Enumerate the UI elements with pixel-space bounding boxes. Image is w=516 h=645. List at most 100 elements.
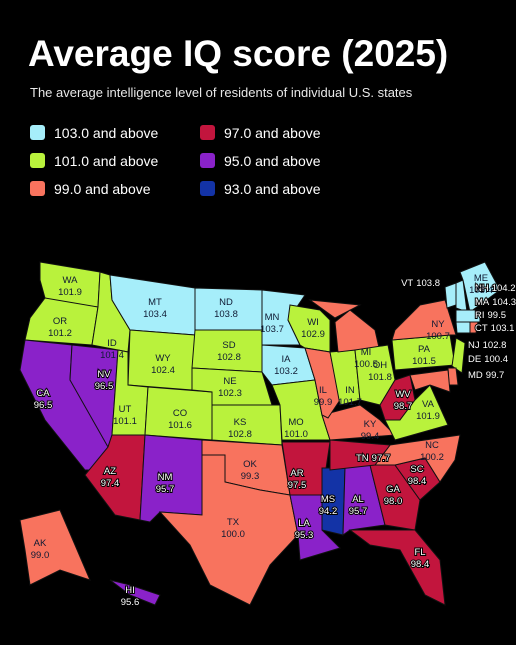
- state-label: NJ 102.8: [468, 340, 506, 351]
- state-abbr: DE: [468, 354, 481, 365]
- state-value: 101.4: [100, 350, 124, 361]
- state-shape: [409, 369, 451, 393]
- state-value: 103.7: [260, 324, 284, 335]
- state-shape: [24, 297, 99, 346]
- legend-label: 97.0 and above: [224, 125, 321, 141]
- state-value: 99.5: [488, 310, 507, 321]
- legend-swatch: [30, 125, 45, 140]
- state-abbr: TN: [356, 453, 369, 464]
- state-abbr: UT: [119, 404, 132, 415]
- state-abbr: CT: [475, 323, 488, 334]
- state-label: DE 100.4: [468, 354, 508, 365]
- state-abbr: ME: [474, 273, 488, 284]
- state-value: 102.8: [228, 429, 252, 440]
- state-value: 103.4: [143, 309, 167, 320]
- state-value: 101.1: [113, 416, 137, 427]
- state-abbr: ID: [107, 338, 117, 349]
- state-shape: [451, 337, 466, 374]
- state-shape: [109, 579, 161, 606]
- state-value: 94.2: [319, 506, 338, 517]
- state-value: 101.5: [412, 356, 436, 367]
- state-abbr: MD: [468, 370, 483, 381]
- state-abbr: NE: [223, 376, 236, 387]
- state-abbr: AK: [34, 538, 47, 549]
- state-abbr: HI: [125, 585, 135, 596]
- state-abbr: SC: [410, 464, 423, 475]
- legend-swatch: [200, 125, 215, 140]
- state-value: 103.1: [491, 323, 515, 334]
- state-abbr: AL: [352, 494, 364, 505]
- state-value: 101.9: [58, 287, 82, 298]
- state-abbr: NM: [158, 472, 173, 483]
- state-abbr: RI: [475, 310, 485, 321]
- state-value: 95.7: [156, 484, 175, 495]
- state-shape: [455, 321, 471, 334]
- state-abbr: KY: [364, 419, 377, 430]
- state-shape: [19, 509, 91, 586]
- legend-swatch: [200, 181, 215, 196]
- state-shape: [374, 434, 461, 483]
- state-value: 100.4: [484, 354, 508, 365]
- state-abbr: WA: [63, 275, 79, 286]
- state-label: VT 103.8: [401, 278, 440, 289]
- legend-label: 101.0 and above: [54, 153, 159, 169]
- state-abbr: IA: [282, 354, 292, 365]
- state-labels: WA101.9OR101.2CA96.5NV96.5ID101.4MT103.4…: [31, 273, 516, 609]
- state-value: 96.5: [95, 381, 114, 392]
- state-abbr: CA: [36, 388, 50, 399]
- legend-swatch: [200, 153, 215, 168]
- state-abbr: OK: [243, 459, 257, 470]
- state-abbr: NV: [97, 369, 111, 380]
- state-label: MA 104.3: [475, 297, 516, 308]
- state-abbr: AR: [290, 468, 303, 479]
- state-abbr: VA: [422, 399, 435, 410]
- state-value: 103.2: [274, 366, 298, 377]
- state-abbr: LA: [298, 518, 310, 529]
- state-abbr: NY: [431, 319, 445, 330]
- state-label: RI 99.5: [475, 310, 506, 321]
- state-abbr: MT: [148, 297, 162, 308]
- state-abbr: CO: [173, 408, 187, 419]
- subtitle: The average intelligence level of reside…: [30, 85, 413, 100]
- state-abbr: OH: [373, 360, 387, 371]
- state-value: 103.8: [214, 309, 238, 320]
- state-shape: [329, 439, 391, 471]
- state-value: 98.7: [394, 401, 413, 412]
- state-value: 102.3: [218, 388, 242, 399]
- state-abbr: OR: [53, 316, 67, 327]
- state-value: 100.0: [221, 529, 245, 540]
- state-value: 95.3: [295, 530, 314, 541]
- state-abbr: WI: [307, 317, 319, 328]
- state-shape: [459, 261, 501, 313]
- state-shape: [321, 404, 397, 441]
- state-value: 102.9: [301, 329, 325, 340]
- state-abbr: GA: [386, 484, 400, 495]
- state-abbr: ND: [219, 297, 233, 308]
- state-value: 102.8: [217, 352, 241, 363]
- state-shape: [444, 282, 457, 309]
- state-abbr: MN: [265, 312, 280, 323]
- state-abbr: SD: [222, 340, 235, 351]
- state-value: 100.5: [354, 359, 378, 370]
- state-abbr: MI: [361, 347, 372, 358]
- state-abbr: FL: [414, 547, 425, 558]
- state-shape: [191, 329, 263, 373]
- state-value: 97.5: [288, 480, 307, 491]
- state-label: MD 99.7: [468, 370, 504, 381]
- state-shape: [391, 299, 457, 341]
- legend-label: 103.0 and above: [54, 125, 159, 141]
- state-value: 99.4: [361, 431, 380, 442]
- state-value: 101.7: [338, 397, 362, 408]
- state-value: 99.0: [31, 550, 50, 561]
- state-abbr: IL: [319, 385, 327, 396]
- state-abbr: MS: [321, 494, 335, 505]
- state-value: 101.6: [168, 420, 192, 431]
- state-label: NH 104.2: [475, 283, 516, 294]
- state-value: 104.3: [492, 297, 516, 308]
- state-abbr: NH: [475, 283, 489, 294]
- state-value: 104.2: [492, 283, 516, 294]
- state-value: 96.5: [34, 400, 53, 411]
- state-value: 98.0: [384, 496, 403, 507]
- state-shape: [158, 454, 299, 606]
- state-value: 101.2: [48, 328, 72, 339]
